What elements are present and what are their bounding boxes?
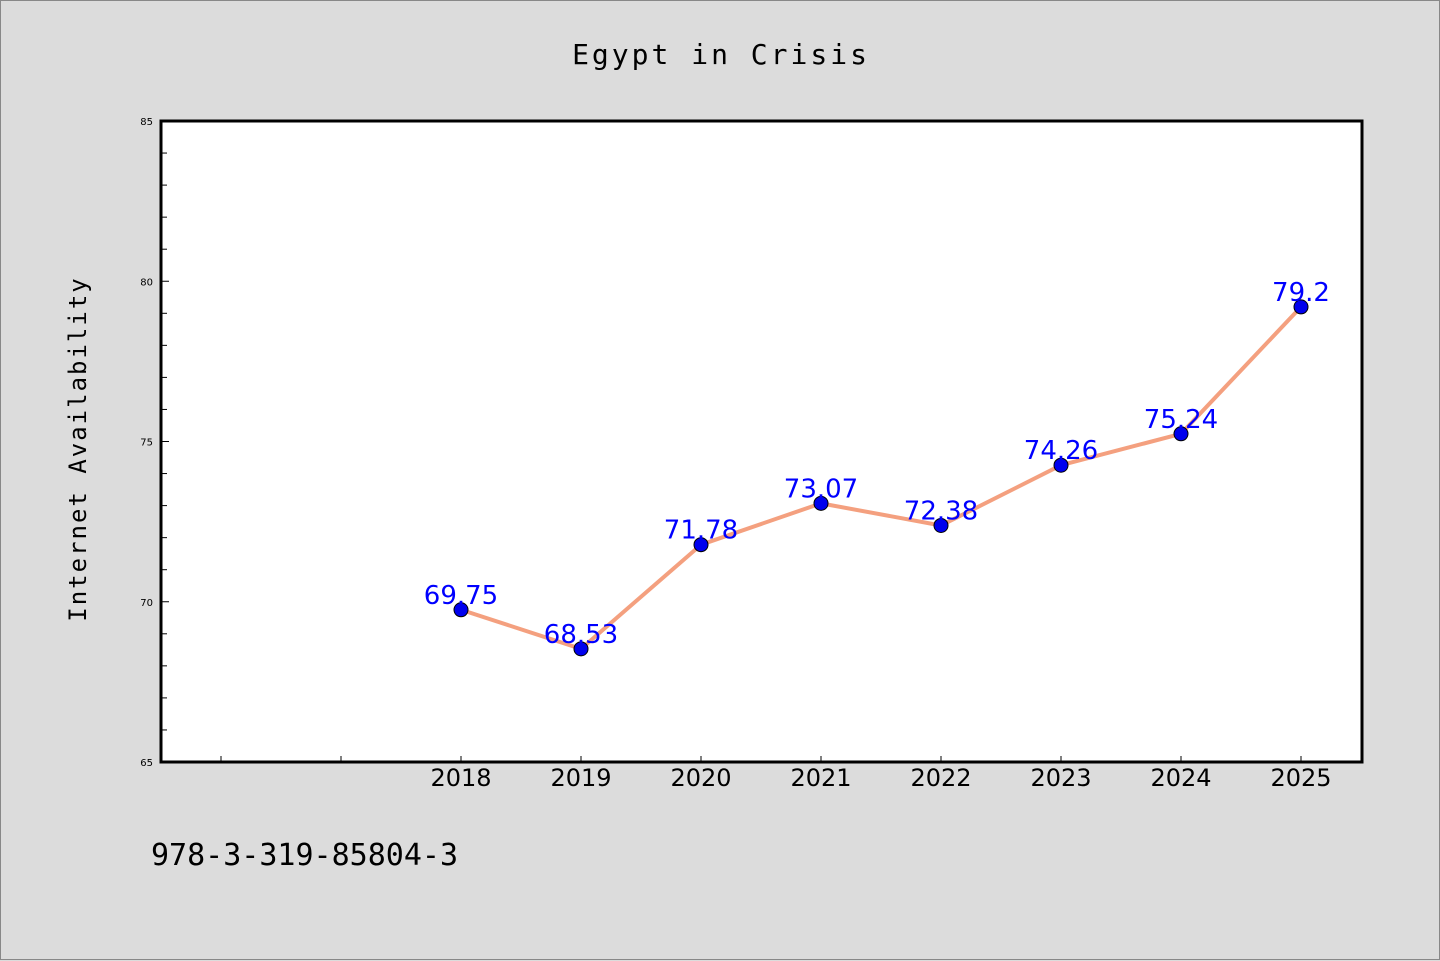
- y-tick-label: 80: [140, 277, 153, 288]
- series-layer: 69.75 68.53 71.78 73.07 72.38 74.26 75.24 79.2: [424, 278, 1330, 657]
- y-axis-label: Internet Availability: [64, 276, 92, 621]
- data-label: 72.38: [904, 496, 978, 526]
- data-label: 74.26: [1024, 436, 1098, 466]
- y-axis: 65 70 75 80 85: [140, 117, 169, 769]
- data-label: 73.07: [784, 474, 858, 504]
- x-tick-label: 2021: [790, 764, 851, 792]
- data-point: [1053, 457, 1069, 473]
- x-tick-label: 2025: [1270, 764, 1331, 792]
- y-tick-label: 65: [140, 758, 153, 769]
- y-tick-label: 75: [140, 438, 153, 449]
- data-point: [933, 517, 949, 533]
- data-point: [573, 641, 589, 657]
- x-tick-label: 2023: [1030, 764, 1091, 792]
- x-tick-label: 2022: [910, 764, 971, 792]
- plot-area: [159, 119, 1364, 764]
- data-point: [453, 602, 469, 618]
- x-tick-label: 2019: [550, 764, 611, 792]
- x-tick-label: 2020: [670, 764, 731, 792]
- data-point: [813, 495, 829, 511]
- x-tick-label: 2018: [430, 764, 491, 792]
- data-point: [693, 537, 709, 553]
- data-label: 69.75: [424, 581, 498, 611]
- data-point: [1173, 426, 1189, 442]
- data-label: 75.24: [1144, 405, 1218, 435]
- y-tick-label: 85: [140, 117, 153, 128]
- data-point: [1293, 299, 1309, 315]
- x-axis: 2018 2019 2020 2021 2022 2023 2024 2025: [220, 756, 1332, 792]
- series-line: [460, 305, 1303, 651]
- chart-title: Egypt in Crisis: [572, 38, 870, 71]
- y-tick-label: 70: [140, 598, 153, 609]
- data-label: 68.53: [544, 620, 618, 650]
- data-label: 71.78: [664, 516, 738, 546]
- x-tick-label: 2024: [1150, 764, 1211, 792]
- data-label: 79.2: [1272, 278, 1330, 308]
- isbn-text: 978-3-319-85804-3: [151, 838, 458, 873]
